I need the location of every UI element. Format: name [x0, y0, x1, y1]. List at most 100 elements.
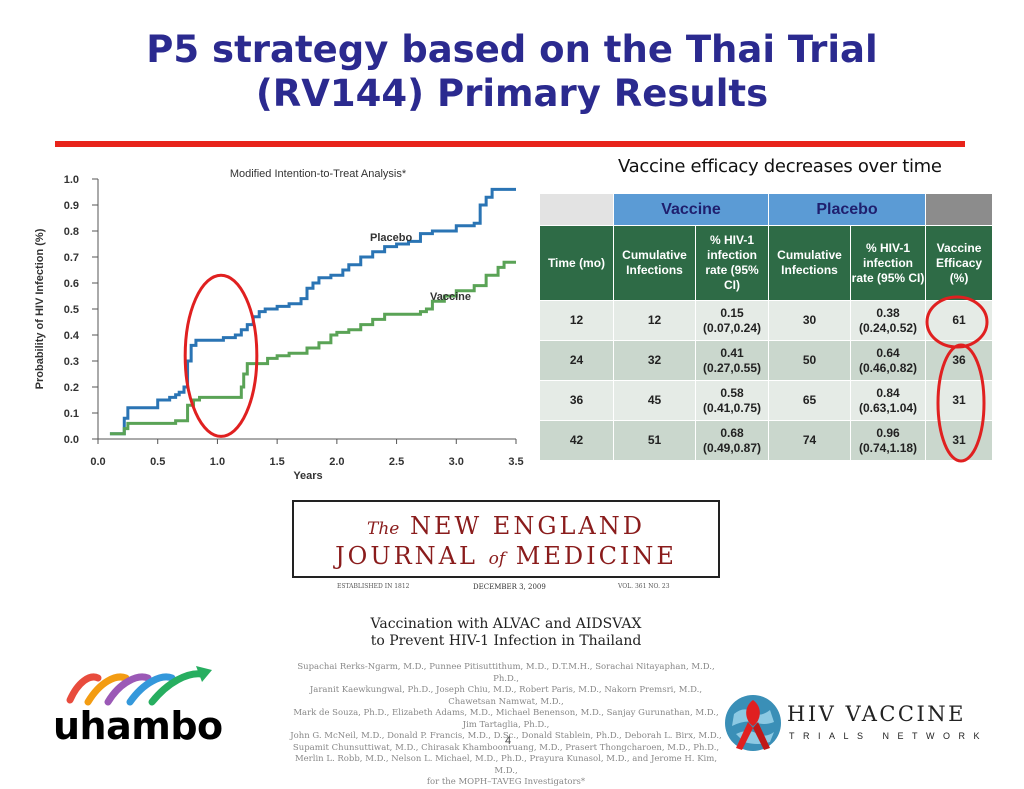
- y-tick-label: 0.6: [64, 278, 79, 290]
- hvtn-globe-icon: [725, 695, 781, 751]
- rate-ci: (0.07,0.24): [702, 320, 762, 335]
- table-row: 36 45 0.58 (0.41,0.75) 65 0.84 (0.63,1.04)…: [539, 380, 994, 421]
- y-tick-label: 0.1: [64, 408, 79, 420]
- cell-placebo-cumulative: 74: [768, 420, 852, 461]
- author-line: Merlin L. Robb, M.D., Nelson L. Michael,…: [294, 754, 718, 776]
- chart-series-group: [109, 187, 516, 436]
- author-line: Supachai Rerks-Ngarm, M.D., Punnee Pitis…: [297, 662, 715, 684]
- author-line: Supamit Chunsuttiwat, M.D., Chirasak Kha…: [292, 742, 720, 753]
- article-title-line1: Vaccination with ALVAC and AIDSVAX: [370, 616, 642, 632]
- cell-time: 42: [539, 420, 614, 461]
- x-tick-label: 1.0: [210, 456, 225, 468]
- author-line: John G. McNeil, M.D., Donald P. Francis,…: [290, 731, 722, 741]
- chart-highlight-ellipse: [183, 273, 259, 438]
- slide-title: P5 strategy based on the Thai Trial (RV1…: [60, 28, 964, 116]
- table-row: 42 51 0.68 (0.49,0.87) 74 0.96 (0.74,1.18)…: [539, 420, 994, 461]
- col-header-vaccine-cumulative: Cumulative Infections: [613, 225, 696, 301]
- x-tick-label: 1.5: [269, 456, 284, 468]
- author-line: Mark de Souza, Ph.D., Elizabeth Adams, M…: [293, 708, 719, 730]
- y-tick-label: 0.0: [64, 434, 79, 446]
- rate-ci: (0.27,0.55): [702, 360, 762, 375]
- col-header-efficacy: Vaccine Efficacy (%): [925, 225, 994, 301]
- cell-placebo-rate: 0.64 (0.46,0.82): [850, 340, 927, 381]
- header-grey-cell: [925, 193, 994, 226]
- cell-placebo-rate: 0.84 (0.63,1.04): [850, 380, 927, 421]
- y-tick-label: 0.7: [64, 252, 79, 264]
- header-placebo: Placebo: [768, 193, 927, 226]
- rate-value: 0.84: [876, 385, 900, 400]
- x-axis-label: Years: [293, 470, 322, 482]
- nejm-of: of: [488, 549, 506, 569]
- nejm-new-england: NEW ENGLAND: [409, 512, 646, 540]
- cell-efficacy: 31: [925, 380, 994, 421]
- nejm-medicine: MEDICINE: [515, 542, 677, 570]
- nejm-line1: The NEW ENGLAND: [294, 512, 718, 540]
- y-tick-label: 0.4: [64, 330, 80, 342]
- rate-ci: (0.41,0.75): [702, 400, 762, 415]
- cell-time: 12: [539, 300, 614, 341]
- chart-title: Modified Intention-to-Treat Analysis*: [230, 168, 407, 180]
- x-tick-label: 2.5: [389, 456, 404, 468]
- rate-ci: (0.74,1.18): [859, 440, 918, 455]
- nejm-journal: JOURNAL: [335, 542, 478, 570]
- article-title-line2: to Prevent HIV-1 Infection in Thailand: [370, 633, 642, 649]
- cell-placebo-cumulative: 65: [768, 380, 852, 421]
- nejm-the: The: [366, 519, 400, 539]
- y-tick-label: 0.2: [64, 382, 79, 394]
- page-number: 4: [505, 735, 512, 747]
- rate-ci: (0.24,0.52): [859, 320, 918, 335]
- rate-value: 0.68: [720, 425, 744, 440]
- cell-efficacy: 36: [925, 340, 994, 381]
- rate-ci: (0.63,1.04): [859, 400, 918, 415]
- col-header-placebo-rate: % HIV-1 infection rate (95% CI): [850, 225, 927, 301]
- y-tick-label: 0.5: [64, 304, 79, 316]
- cell-vaccine-rate: 0.15 (0.07,0.24): [694, 300, 770, 341]
- x-tick-label: 0.5: [150, 456, 165, 468]
- cell-time: 24: [539, 340, 614, 381]
- y-tick-label: 0.3: [64, 356, 79, 368]
- rate-value: 0.96: [876, 425, 900, 440]
- rate-value: 0.15: [720, 305, 744, 320]
- rate-value: 0.58: [720, 385, 744, 400]
- chart-highlight-group: [183, 273, 259, 438]
- cell-placebo-cumulative: 30: [768, 300, 852, 341]
- hvtn-logo-line1: HIV VACCINE: [787, 702, 966, 726]
- table-caption: Vaccine efficacy decreases over time: [618, 156, 942, 177]
- cell-vaccine-cumulative: 32: [613, 340, 696, 381]
- cell-vaccine-rate: 0.58 (0.41,0.75): [694, 380, 770, 421]
- cell-placebo-cumulative: 50: [768, 340, 852, 381]
- slide-title-line1: P5 strategy based on the Thai Trial: [146, 28, 878, 71]
- hvtn-logo-line2: TRIALS NETWORK: [789, 731, 989, 741]
- series-label-vaccine: Vaccine: [430, 291, 471, 303]
- author-line: for the MOPH–TAVEG Investigators*: [426, 777, 586, 787]
- cell-vaccine-cumulative: 51: [613, 420, 696, 461]
- series-line-placebo: [109, 187, 516, 436]
- title-divider: [55, 141, 965, 147]
- cell-time: 36: [539, 380, 614, 421]
- x-tick-label: 0.0: [90, 456, 105, 468]
- kaplan-meier-chart: 0.0 0.1 0.2 0.3 0.4 0.5 0.6 0.7 0.8 0.9 1.0 0.0 0.5 1…: [34, 168, 524, 482]
- col-header-vaccine-rate: % HIV-1 infection rate (95% CI): [694, 225, 770, 301]
- header-vaccine: Vaccine: [612, 193, 770, 226]
- rate-ci: (0.46,0.82): [859, 360, 918, 375]
- author-line: Jaranit Kaewkungwal, Ph.D., Joseph Chiu,…: [309, 685, 703, 707]
- header-blank-cell: [539, 193, 614, 226]
- y-axis-label: Probability of HIV Infection (%): [34, 228, 46, 389]
- rate-value: 0.41: [720, 345, 744, 360]
- col-header-placebo-cumulative: Cumulative Infections: [768, 225, 852, 301]
- table-group-header-row: Vaccine Placebo: [539, 193, 994, 226]
- cell-vaccine-cumulative: 12: [613, 300, 696, 341]
- cell-vaccine-cumulative: 45: [613, 380, 696, 421]
- article-authors: Supachai Rerks-Ngarm, M.D., Punnee Pitis…: [285, 662, 727, 789]
- cell-vaccine-rate: 0.41 (0.27,0.55): [694, 340, 770, 381]
- uhambo-logo-text: uhambo: [53, 704, 223, 748]
- col-header-time: Time (mo): [539, 225, 614, 301]
- rate-value: 0.64: [876, 345, 900, 360]
- article-title: Vaccination with ALVAC and AIDSVAX to Pr…: [300, 616, 712, 650]
- nejm-masthead: The NEW ENGLAND JOURNAL of MEDICINE: [292, 500, 720, 578]
- cell-vaccine-rate: 0.68 (0.49,0.87): [694, 420, 770, 461]
- table-row: 12 12 0.15 (0.07,0.24) 30 0.38 (0.24,0.52)…: [539, 300, 994, 341]
- cell-placebo-rate: 0.38 (0.24,0.52): [850, 300, 927, 341]
- cell-efficacy: 31: [925, 420, 994, 461]
- cell-efficacy: 61: [925, 300, 994, 341]
